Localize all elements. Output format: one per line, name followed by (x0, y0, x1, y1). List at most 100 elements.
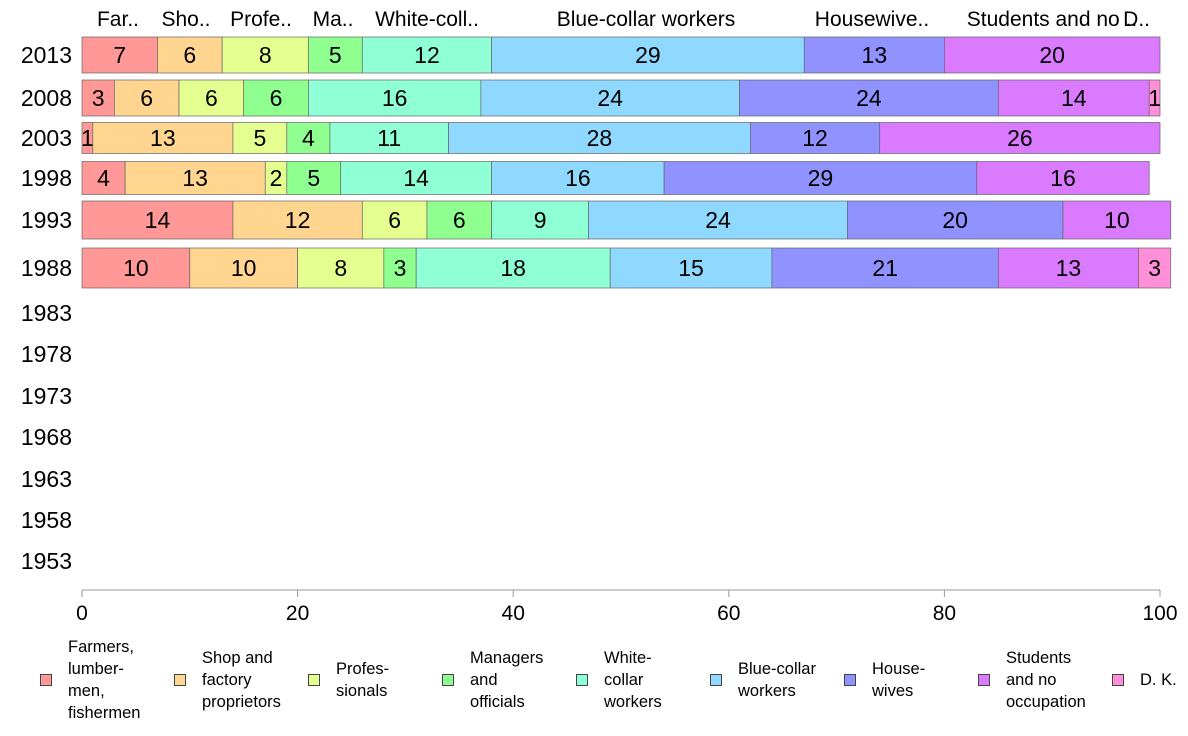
top-category-label: Students and no .. (967, 8, 1137, 31)
bar-segment (976, 161, 1150, 195)
bar-segment (609, 247, 773, 289)
bar-value-label: 13 (182, 165, 208, 191)
bar-segment (663, 161, 978, 195)
top-category-label: Sho.. (161, 8, 210, 31)
stacked-bar-chart: Far.. Sho.. Profe.. Ma.. White-coll.. Blue-co… (21, 8, 1178, 625)
bar-value-label: 12 (802, 125, 828, 151)
bar-value-label: 6 (183, 42, 196, 68)
bar-value-label: 13 (1056, 255, 1082, 281)
bar-segment (286, 122, 331, 154)
year-label: 2013 (21, 42, 72, 68)
bar-segment (944, 36, 1161, 74)
legend-label: D. K. (1140, 671, 1177, 689)
top-category-label: Housewive.. (815, 8, 929, 31)
year-label: 1963 (21, 466, 72, 492)
bar-value-label: 21 (872, 255, 898, 281)
bar-segment (997, 79, 1150, 117)
bar-value-label: 12 (414, 42, 440, 68)
bar-segment (157, 36, 223, 74)
bar-segment (771, 247, 999, 289)
x-tick-label: 80 (933, 602, 956, 625)
bar-segment (189, 247, 298, 289)
top-category-label: D.. (1123, 8, 1150, 31)
bar-value-label: 24 (705, 207, 731, 233)
bar-value-label: 8 (259, 42, 272, 68)
bar-value-label: 13 (150, 125, 176, 151)
bar-value-label: 16 (1050, 165, 1076, 191)
year-label: 1968 (21, 424, 72, 450)
top-category-label: Ma.. (313, 8, 354, 31)
bar-value-label: 12 (285, 207, 311, 233)
bar-segment (1062, 200, 1172, 240)
bar-segment (426, 200, 492, 240)
legend-swatch (844, 674, 856, 686)
bar-value-label: 5 (253, 125, 266, 151)
bar-value-label: 6 (205, 85, 218, 111)
bar-segment (243, 79, 309, 117)
x-tick-label: 40 (502, 602, 525, 625)
bar-segment (480, 79, 740, 117)
year-label: 2003 (21, 125, 72, 151)
top-category-label: White-coll.. (375, 8, 479, 31)
year-label: 1953 (21, 548, 72, 574)
bar-value-label: 24 (597, 85, 623, 111)
legend-swatch (308, 674, 320, 686)
bar-segment (329, 122, 449, 154)
bar-segment (92, 122, 234, 154)
legend-swatch (978, 674, 990, 686)
x-tick-label: 20 (286, 602, 309, 625)
bar-segment (81, 36, 158, 74)
bar-value-label: 10 (123, 255, 149, 281)
year-axis-labels: 2013 2008 2003 1998 1993 1988 1983 1978 1973 1968… (21, 42, 72, 574)
bar-value-label: 26 (1007, 125, 1033, 151)
bar-segment (308, 79, 482, 117)
bar-value-label: 29 (635, 42, 661, 68)
legend-label: Farmers, lumber- men, fishermen (68, 638, 141, 722)
top-category-label: Blue-collar workers (557, 8, 736, 31)
bar-segment (81, 79, 115, 117)
bar-value-label: 11 (377, 125, 401, 151)
bar-segment (297, 247, 385, 289)
bar-segment (81, 161, 126, 195)
bar-segment (750, 122, 881, 154)
bar-value-label: 9 (534, 207, 547, 233)
bar-segment (232, 122, 288, 154)
bar-segment (803, 36, 945, 74)
bar-segment (286, 161, 342, 195)
bar-value-label: 3 (92, 85, 105, 111)
bar-segment (415, 247, 611, 289)
bar-value-label: 20 (1039, 42, 1065, 68)
year-label: 1973 (21, 383, 72, 409)
bar-value-label: 1 (81, 125, 94, 151)
bar-segment (232, 200, 363, 240)
bar-value-label: 28 (587, 125, 613, 151)
bar-value-label: 18 (500, 255, 526, 281)
bar-segment (361, 36, 492, 74)
year-label: 2008 (21, 85, 72, 111)
year-label: 1998 (21, 165, 72, 191)
x-tick-label: 100 (1142, 602, 1177, 625)
bar-segment (1138, 247, 1172, 289)
bar-value-label: 5 (307, 165, 320, 191)
bar-value-label: 6 (270, 85, 283, 111)
bar-value-label: 10 (1104, 207, 1130, 233)
year-label: 1988 (21, 255, 72, 281)
legend-label: White- collar workers (604, 649, 662, 711)
legend-label: Shop and factory proprietors (202, 649, 281, 711)
bar-value-label: 14 (1061, 85, 1087, 111)
bar-value-label: 3 (1148, 255, 1161, 281)
x-axis: 0 20 40 60 80 100 (76, 589, 1178, 625)
bar-value-label: 16 (565, 165, 591, 191)
bar-value-label: 20 (942, 207, 968, 233)
bar-value-label: 24 (856, 85, 882, 111)
bar-value-label: 4 (97, 165, 110, 191)
bar-segment (124, 161, 266, 195)
legend-label: Blue-collar workers (738, 660, 816, 700)
bar-segment (221, 36, 309, 74)
bar-segment (879, 122, 1161, 154)
bar-value-label: 14 (403, 165, 429, 191)
legend-swatch (174, 674, 186, 686)
x-tick-label: 60 (717, 602, 740, 625)
year-label: 1978 (21, 341, 72, 367)
top-category-labels: Far.. Sho.. Profe.. Ma.. White-coll.. Blue-co… (97, 8, 1150, 31)
